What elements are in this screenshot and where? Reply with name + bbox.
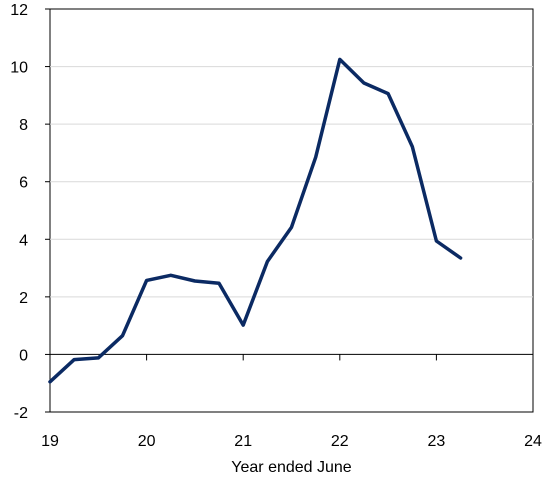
x-tick-label: 20 xyxy=(138,433,156,450)
plot-frame xyxy=(49,8,534,413)
data-point xyxy=(434,239,438,243)
data-point xyxy=(314,155,318,159)
data-point xyxy=(72,358,76,362)
x-tick-label: 21 xyxy=(234,433,252,450)
data-point xyxy=(145,278,149,282)
data-point xyxy=(120,334,124,338)
data-point xyxy=(459,256,463,260)
y-tick-label: 10 xyxy=(10,60,28,77)
x-tick-label: 22 xyxy=(331,433,349,450)
data-point xyxy=(96,356,100,360)
data-point xyxy=(265,259,269,263)
data-point xyxy=(48,380,52,384)
data-point xyxy=(241,323,245,327)
y-tick-label: 2 xyxy=(19,290,28,307)
gridlines xyxy=(50,66,533,298)
series-line-0 xyxy=(48,57,463,384)
data-point xyxy=(290,225,294,229)
data-point xyxy=(169,273,173,277)
y-tick-label: -2 xyxy=(14,405,28,422)
data-point xyxy=(410,145,414,149)
y-tick-label: 6 xyxy=(19,175,28,192)
x-tick-label: 19 xyxy=(41,433,59,450)
data-point xyxy=(362,81,366,85)
x-tick-label: 23 xyxy=(428,433,446,450)
series-layer xyxy=(48,57,463,384)
data-point xyxy=(217,281,221,285)
y-tick-label: 8 xyxy=(19,117,28,134)
x-axis-title: Year ended June xyxy=(231,459,352,476)
x-tick-label: 24 xyxy=(524,433,542,450)
data-point xyxy=(386,92,390,96)
data-point xyxy=(338,57,342,61)
y-tick-label: 12 xyxy=(10,2,28,19)
axes xyxy=(45,8,533,413)
y-tick-label: 4 xyxy=(19,232,28,249)
data-point xyxy=(193,279,197,283)
y-tick-label: 0 xyxy=(19,347,28,364)
